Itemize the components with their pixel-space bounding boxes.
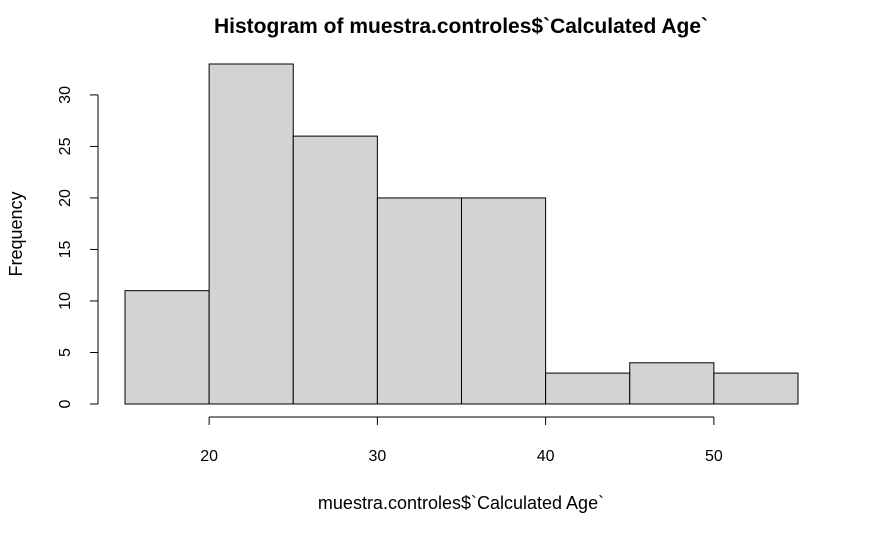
x-tick-label: 50: [705, 448, 723, 465]
y-tick-label: 30: [57, 86, 74, 104]
histogram-bar: [376, 197, 462, 405]
y-tick-label: 15: [57, 240, 74, 258]
y-tick-label: 20: [57, 189, 74, 207]
y-axis-label: Frequency: [6, 191, 26, 276]
histogram-bar: [713, 372, 799, 405]
x-axis: 20 30 40 50: [200, 416, 723, 465]
y-tick-label: 10: [57, 292, 74, 310]
y-axis: 0 5 10 15 20 25 30: [57, 86, 99, 408]
histogram-bar: [461, 197, 547, 405]
bars-group: [124, 63, 799, 405]
histogram-bar: [124, 290, 210, 405]
y-tick-label: 5: [57, 348, 74, 357]
y-tick-label: 25: [57, 137, 74, 155]
x-tick-label: 20: [200, 448, 218, 465]
y-tick-label: 0: [57, 399, 74, 408]
x-axis-label: muestra.controles$`Calculated Age`: [318, 493, 604, 513]
histogram-bar: [292, 135, 378, 405]
histogram-bar: [208, 63, 294, 405]
histogram-bar: [629, 362, 715, 405]
x-tick-label: 30: [368, 448, 386, 465]
x-tick-label: 40: [537, 448, 555, 465]
histogram-bar: [545, 372, 631, 405]
chart-title: Histogram of muestra.controles$`Calculat…: [214, 15, 708, 38]
